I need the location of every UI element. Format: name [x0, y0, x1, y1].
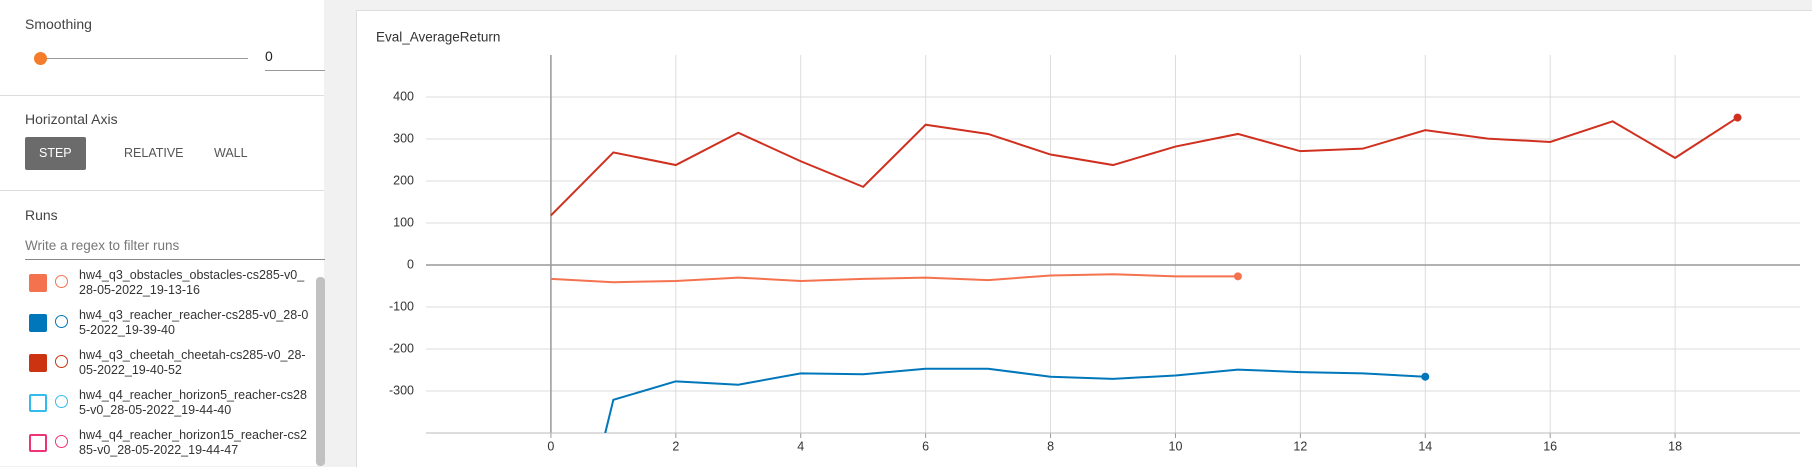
x-tick-label: 4: [797, 439, 804, 453]
axis-button[interactable]: RELATIVE: [124, 146, 184, 160]
run-color[interactable]: [55, 355, 68, 368]
series-endpoint: [1733, 113, 1742, 122]
x-tick-label: 10: [1169, 439, 1183, 453]
y-tick-label: -200: [389, 341, 414, 355]
axis-button[interactable]: STEP: [25, 137, 86, 170]
run-checkbox[interactable]: [29, 314, 47, 332]
y-tick-label: -300: [389, 383, 414, 397]
y-tick-label: 100: [393, 215, 414, 229]
run-row: hw4_q3_obstacles_obstacles-cs285-v0_28-0…: [0, 268, 310, 304]
run-name: hw4_q4_reacher_horizon15_reacher-cs285-v…: [79, 428, 307, 457]
run-row: hw4_q4_reacher_horizon5_reacher-cs285-v0…: [0, 388, 310, 424]
x-tick-label: 18: [1668, 439, 1682, 453]
x-tick-label: 2: [672, 439, 679, 453]
plot-area: [550, 113, 1742, 433]
x-tick-label: 6: [922, 439, 929, 453]
run-color[interactable]: [55, 435, 68, 448]
chart-title: Eval_AverageReturn: [376, 30, 500, 45]
run-checkbox[interactable]: [29, 434, 47, 452]
series-endpoint: [1421, 372, 1430, 381]
y-tick-label: 200: [393, 173, 414, 187]
slider-track: [40, 58, 248, 59]
x-tick-label: 0: [547, 439, 554, 453]
y-tick-label: -100: [389, 299, 414, 313]
sidebar: Smoothing 0 Horizontal Axis STEP RELATIVE…: [0, 0, 325, 466]
input-underline: [265, 70, 325, 71]
run-color[interactable]: [55, 395, 68, 408]
run-checkbox[interactable]: [29, 394, 47, 412]
x-tick-label: 16: [1543, 439, 1557, 453]
run-name: hw4_q3_cheetah_cheetah-cs285-v0_28-05-20…: [79, 348, 306, 377]
run-name: hw4_q4_reacher_horizon5_reacher-cs285-v0…: [79, 388, 307, 417]
run-color[interactable]: [55, 275, 68, 288]
run-row: hw4_q3_reacher_reacher-cs285-v0_28-05-20…: [0, 308, 310, 344]
input-underline: [25, 259, 325, 260]
x-tick-label: 12: [1293, 439, 1307, 453]
divider: [0, 190, 324, 191]
run-name: hw4_q3_reacher_reacher-cs285-v0_28-05-20…: [79, 308, 309, 337]
slider-thumb[interactable]: [34, 52, 47, 65]
smoothing-value[interactable]: 0: [265, 48, 273, 64]
axis-label: Horizontal Axis: [25, 111, 118, 127]
series-line: [550, 116, 1739, 217]
run-row: hw4_q4_reacher_horizon15_reacher-cs285-v…: [0, 428, 310, 464]
y-tick-label: 400: [393, 89, 414, 103]
runs-label: Runs: [25, 207, 58, 223]
smoothing-label: Smoothing: [25, 16, 92, 32]
series-line: [550, 273, 1238, 284]
series-endpoint: [1233, 272, 1242, 281]
run-checkbox[interactable]: [29, 354, 47, 372]
filter-input[interactable]: Write a regex to filter runs: [25, 238, 180, 253]
axis-button[interactable]: WALL: [214, 146, 248, 160]
run-color[interactable]: [55, 315, 68, 328]
run-row: hw4_q3_cheetah_cheetah-cs285-v0_28-05-20…: [0, 348, 310, 384]
series-line: [604, 367, 1426, 433]
x-tick-label: 8: [1047, 439, 1054, 453]
run-checkbox[interactable]: [29, 274, 47, 292]
x-tick-label: 14: [1418, 439, 1432, 453]
y-tick-label: 300: [393, 131, 414, 145]
divider: [0, 95, 324, 96]
run-name: hw4_q3_obstacles_obstacles-cs285-v0_28-0…: [79, 268, 305, 297]
y-tick-label: 0: [407, 257, 414, 271]
scrollbar[interactable]: [316, 277, 325, 466]
